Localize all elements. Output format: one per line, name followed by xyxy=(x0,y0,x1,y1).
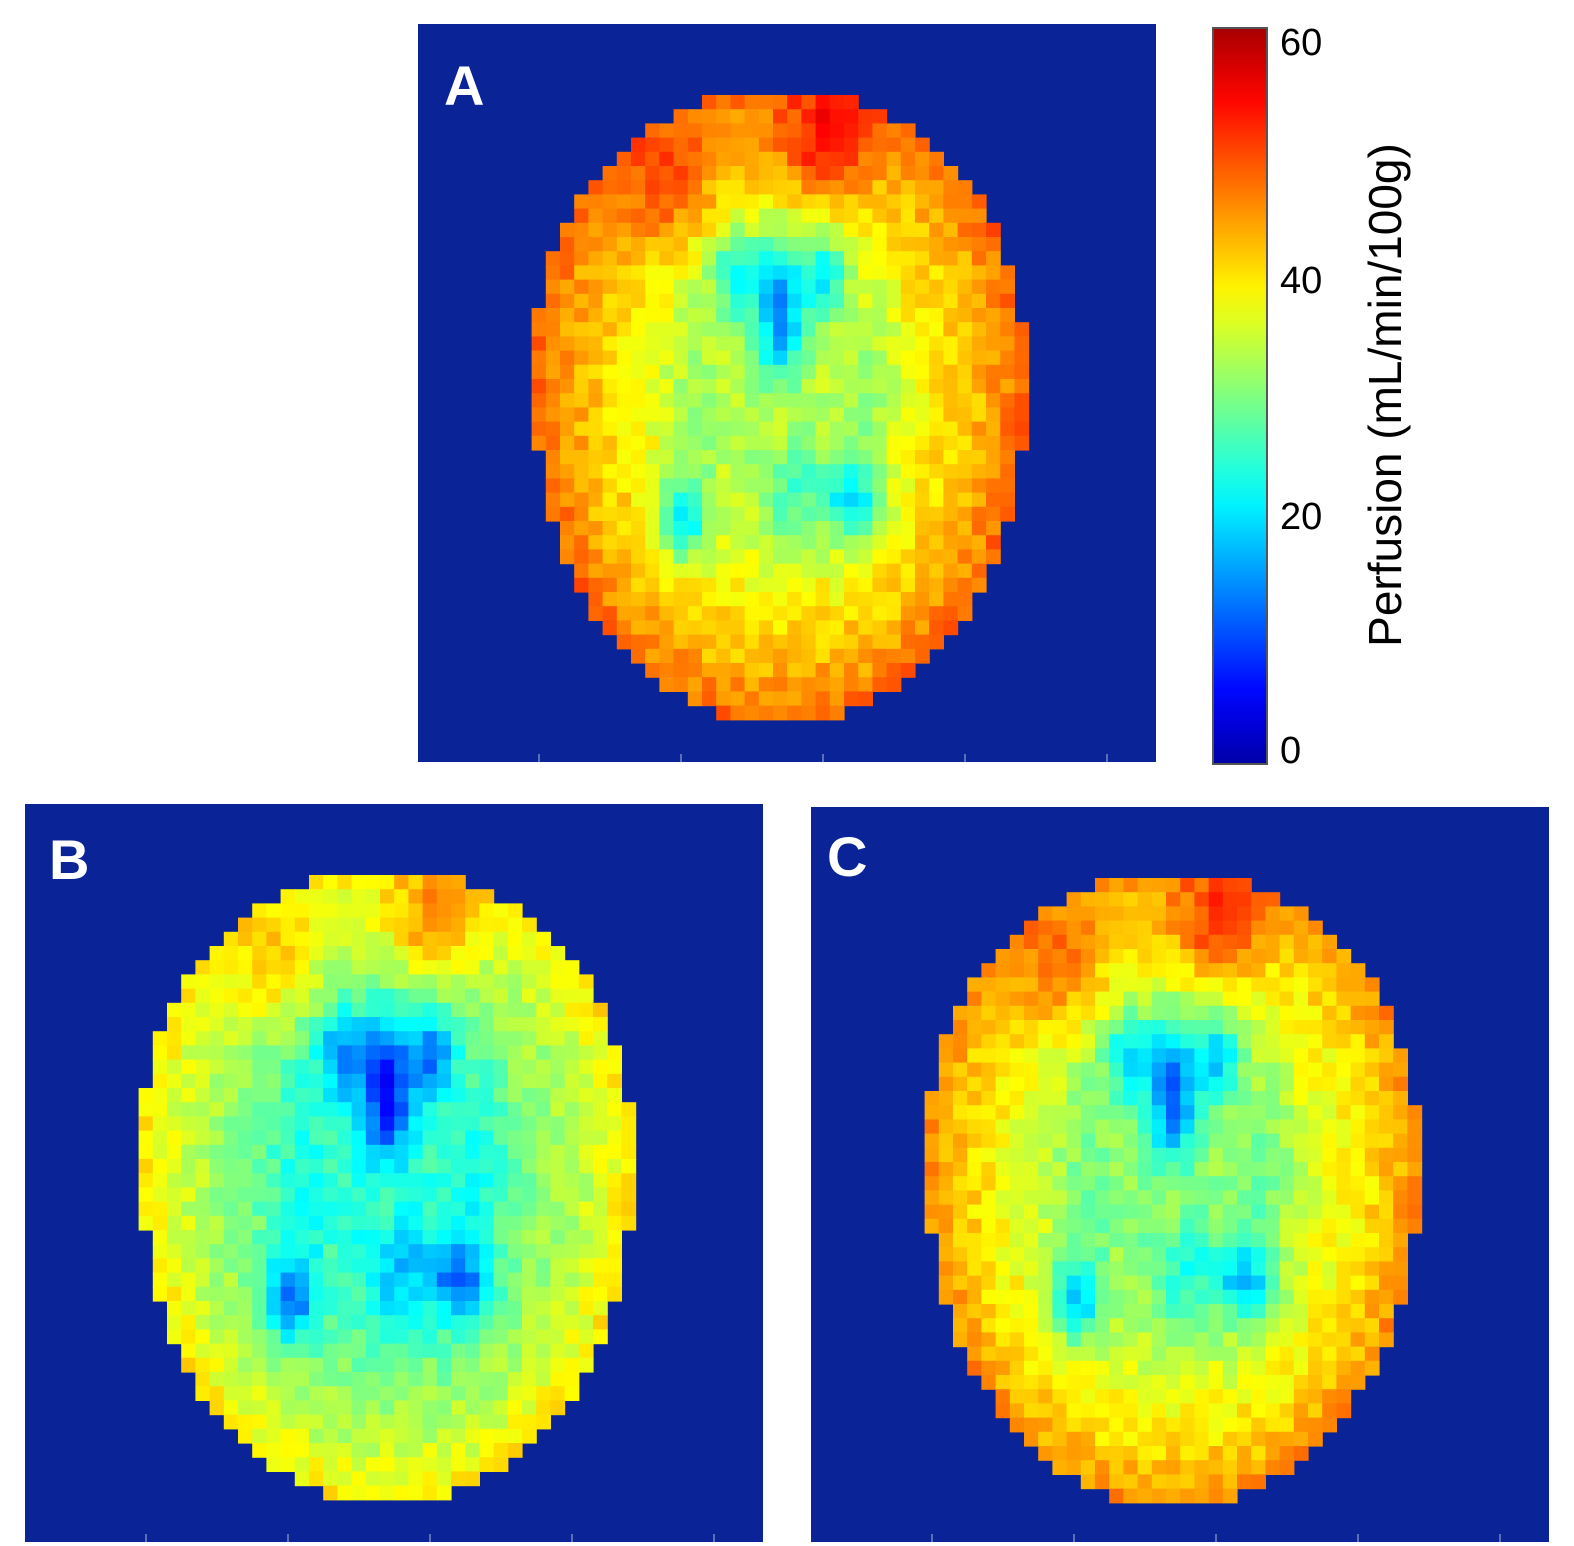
brain-slice-b xyxy=(138,875,637,1501)
panel-label-c: C xyxy=(827,825,868,888)
brain-slice-c xyxy=(924,878,1423,1504)
perfusion-map-a: A xyxy=(418,24,1156,762)
colorbar-tick-40: 40 xyxy=(1280,260,1323,302)
colorbar-tick-0: 0 xyxy=(1280,730,1302,772)
perfusion-map-c: C xyxy=(811,807,1549,1542)
perfusion-map-b: B xyxy=(25,804,763,1542)
colorbar xyxy=(1212,27,1268,765)
colorbar-tick-20: 20 xyxy=(1280,496,1323,538)
panel-label-a: A xyxy=(444,54,485,117)
colorbar-tick-60: 60 xyxy=(1280,22,1323,64)
brain-slice-a xyxy=(531,95,1030,721)
colorbar-title: Perfusion (mL/min/100g) xyxy=(1359,143,1411,647)
panel-label-b: B xyxy=(49,828,90,891)
